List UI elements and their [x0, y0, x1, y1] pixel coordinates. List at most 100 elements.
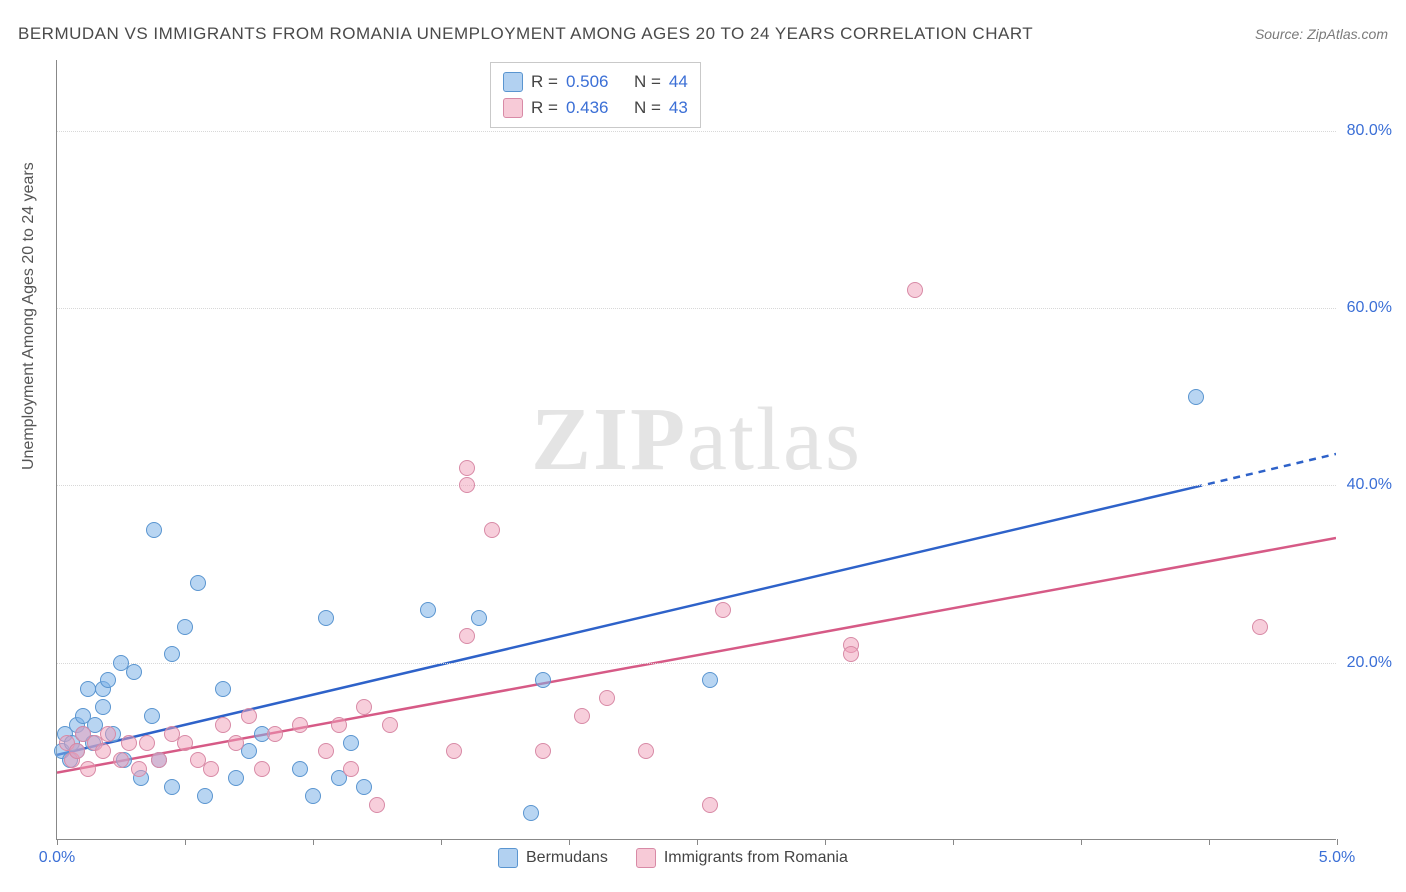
swatch-bermudans — [503, 72, 523, 92]
data-point-b — [1252, 619, 1268, 635]
data-point-b — [702, 797, 718, 813]
series-legend: Bermudans Immigrants from Romania — [498, 848, 848, 868]
gridline — [57, 308, 1336, 309]
watermark-bold: ZIP — [531, 390, 687, 489]
data-point-a — [177, 619, 193, 635]
n-label: N = — [634, 69, 661, 95]
data-point-b — [80, 761, 96, 777]
data-point-b — [459, 628, 475, 644]
plot-area: ZIPatlas 20.0%40.0%60.0%80.0%0.0%5.0% — [56, 60, 1336, 840]
data-point-b — [331, 717, 347, 733]
legend-row-romania: R = 0.436 N = 43 — [503, 95, 688, 121]
data-point-b — [843, 646, 859, 662]
x-tick — [441, 839, 442, 845]
x-tick — [825, 839, 826, 845]
legend-item-romania: Immigrants from Romania — [636, 848, 848, 868]
x-tick — [697, 839, 698, 845]
swatch-romania — [636, 848, 656, 868]
data-point-b — [203, 761, 219, 777]
y-axis-label: Unemployment Among Ages 20 to 24 years — [20, 162, 38, 470]
legend-row-bermudans: R = 0.506 N = 44 — [503, 69, 688, 95]
data-point-a — [305, 788, 321, 804]
data-point-b — [382, 717, 398, 733]
x-tick — [953, 839, 954, 845]
y-tick-label: 40.0% — [1347, 476, 1392, 494]
correlation-legend: R = 0.506 N = 44 R = 0.436 N = 43 — [490, 62, 701, 128]
data-point-b — [318, 743, 334, 759]
data-point-b — [343, 761, 359, 777]
data-point-a — [535, 672, 551, 688]
r-label: R = — [531, 69, 558, 95]
r-label: R = — [531, 95, 558, 121]
legend-item-bermudans: Bermudans — [498, 848, 608, 868]
data-point-b — [254, 761, 270, 777]
data-point-a — [164, 646, 180, 662]
data-point-b — [535, 743, 551, 759]
data-point-b — [228, 735, 244, 751]
watermark-thin: atlas — [687, 390, 862, 489]
data-point-b — [356, 699, 372, 715]
legend-label-a: Bermudans — [526, 849, 608, 867]
x-tick-label: 0.0% — [39, 849, 75, 867]
data-point-a — [471, 610, 487, 626]
data-point-b — [484, 522, 500, 538]
data-point-b — [131, 761, 147, 777]
data-point-a — [343, 735, 359, 751]
data-point-b — [95, 743, 111, 759]
source-attribution: Source: ZipAtlas.com — [1255, 26, 1388, 42]
data-point-a — [144, 708, 160, 724]
x-tick — [1081, 839, 1082, 845]
data-point-b — [215, 717, 231, 733]
data-point-b — [139, 735, 155, 751]
gridline — [57, 131, 1336, 132]
r-value-a: 0.506 — [566, 69, 609, 95]
watermark: ZIPatlas — [531, 388, 862, 491]
data-point-b — [292, 717, 308, 733]
data-point-b — [459, 477, 475, 493]
data-point-b — [241, 708, 257, 724]
data-point-b — [638, 743, 654, 759]
legend-label-b: Immigrants from Romania — [664, 849, 848, 867]
data-point-b — [100, 726, 116, 742]
data-point-a — [318, 610, 334, 626]
data-point-a — [95, 699, 111, 715]
data-point-a — [80, 681, 96, 697]
data-point-b — [599, 690, 615, 706]
n-value-a: 44 — [669, 69, 688, 95]
n-label: N = — [634, 95, 661, 121]
data-point-a — [228, 770, 244, 786]
data-point-b — [907, 282, 923, 298]
data-point-b — [574, 708, 590, 724]
data-point-b — [267, 726, 283, 742]
x-tick — [569, 839, 570, 845]
x-tick — [185, 839, 186, 845]
data-point-a — [702, 672, 718, 688]
data-point-a — [215, 681, 231, 697]
data-point-b — [113, 752, 129, 768]
data-point-b — [459, 460, 475, 476]
y-tick-label: 20.0% — [1347, 654, 1392, 672]
gridline — [57, 663, 1336, 664]
x-tick — [1209, 839, 1210, 845]
data-point-a — [292, 761, 308, 777]
data-point-b — [369, 797, 385, 813]
x-tick-label: 5.0% — [1319, 849, 1355, 867]
data-point-a — [164, 779, 180, 795]
y-tick-label: 60.0% — [1347, 299, 1392, 317]
swatch-bermudans — [498, 848, 518, 868]
y-tick-label: 80.0% — [1347, 122, 1392, 140]
data-point-a — [197, 788, 213, 804]
data-point-b — [177, 735, 193, 751]
r-value-b: 0.436 — [566, 95, 609, 121]
correlation-chart: BERMUDAN VS IMMIGRANTS FROM ROMANIA UNEM… — [0, 0, 1406, 892]
x-tick — [1337, 839, 1338, 845]
data-point-a — [100, 672, 116, 688]
x-tick — [57, 839, 58, 845]
swatch-romania — [503, 98, 523, 118]
n-value-b: 43 — [669, 95, 688, 121]
data-point-b — [121, 735, 137, 751]
data-point-a — [190, 575, 206, 591]
chart-title: BERMUDAN VS IMMIGRANTS FROM ROMANIA UNEM… — [18, 24, 1033, 44]
data-point-a — [356, 779, 372, 795]
data-point-b — [69, 743, 85, 759]
